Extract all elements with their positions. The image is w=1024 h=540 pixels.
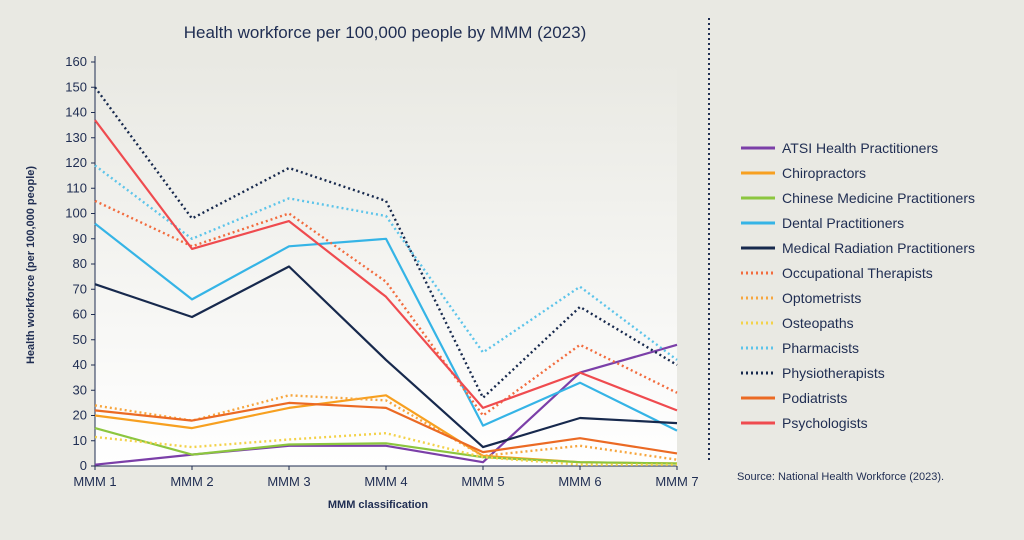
legend-label: Physiotherapists [782, 365, 885, 381]
axes: 0 10 20 30 40 50 60 70 80 90 100 110 120 130 140 150 160… [65, 54, 698, 489]
y-tick-label: 80 [73, 256, 87, 271]
legend-label: Pharmacists [782, 340, 859, 356]
y-tick-label: 20 [73, 408, 87, 423]
x-tick-label: MMM 5 [461, 474, 504, 489]
series-line-4 [94, 265, 678, 449]
plot-background [95, 62, 677, 466]
y-tick-label: 140 [65, 105, 87, 120]
source-note: Source: National Health Workforce (2023)… [737, 471, 944, 483]
series-layer [94, 86, 678, 466]
series-line-3 [94, 222, 678, 432]
series-line-6 [94, 394, 678, 461]
y-tick-label: 70 [73, 281, 87, 296]
series-line-11 [94, 119, 678, 412]
chart-title: Health workforce per 100,000 people by M… [184, 23, 587, 42]
y-tick-label: 160 [65, 54, 87, 69]
legend-label: Chiropractors [782, 165, 866, 181]
x-tick-label: MMM 4 [364, 474, 407, 489]
legend-label: Occupational Therapists [782, 265, 933, 281]
y-tick-label: 130 [65, 130, 87, 145]
series-line-2 [94, 427, 678, 465]
x-tick-label: MMM 1 [73, 474, 116, 489]
x-tick-label: MMM 7 [655, 474, 698, 489]
y-tick-label: 60 [73, 307, 87, 322]
series-line-10 [94, 401, 678, 455]
y-tick-label: 0 [80, 458, 87, 473]
y-axis-label: Health workforce (per 100,000 people) [25, 166, 37, 364]
legend-label: Chinese Medicine Practitioners [782, 190, 975, 206]
legend-label: Medical Radiation Practitioners [782, 240, 975, 256]
legend: ATSI Health Practitioners Chiropractors Ch… [741, 140, 975, 431]
y-tick-label: 150 [65, 79, 87, 94]
series-line-8 [94, 164, 678, 361]
y-tick-label: 10 [73, 433, 87, 448]
legend-label: Podiatrists [782, 390, 847, 406]
x-tick-label: MMM 2 [170, 474, 213, 489]
legend-label: ATSI Health Practitioners [782, 140, 938, 156]
y-tick-label: 100 [65, 206, 87, 221]
x-tick-label: MMM 6 [558, 474, 601, 489]
x-tick-label: MMM 3 [267, 474, 310, 489]
legend-label: Dental Practitioners [782, 215, 904, 231]
legend-label: Osteopaths [782, 315, 854, 331]
y-tick-label: 120 [65, 155, 87, 170]
y-tick-label: 50 [73, 332, 87, 347]
legend-label: Optometrists [782, 290, 861, 306]
y-tick-label: 40 [73, 357, 87, 372]
legend-label: Psychologists [782, 415, 868, 431]
y-tick-label: 110 [66, 180, 87, 195]
x-axis-label: MMM classification [328, 499, 429, 511]
y-tick-label: 30 [73, 382, 87, 397]
y-tick-label: 90 [73, 231, 87, 246]
